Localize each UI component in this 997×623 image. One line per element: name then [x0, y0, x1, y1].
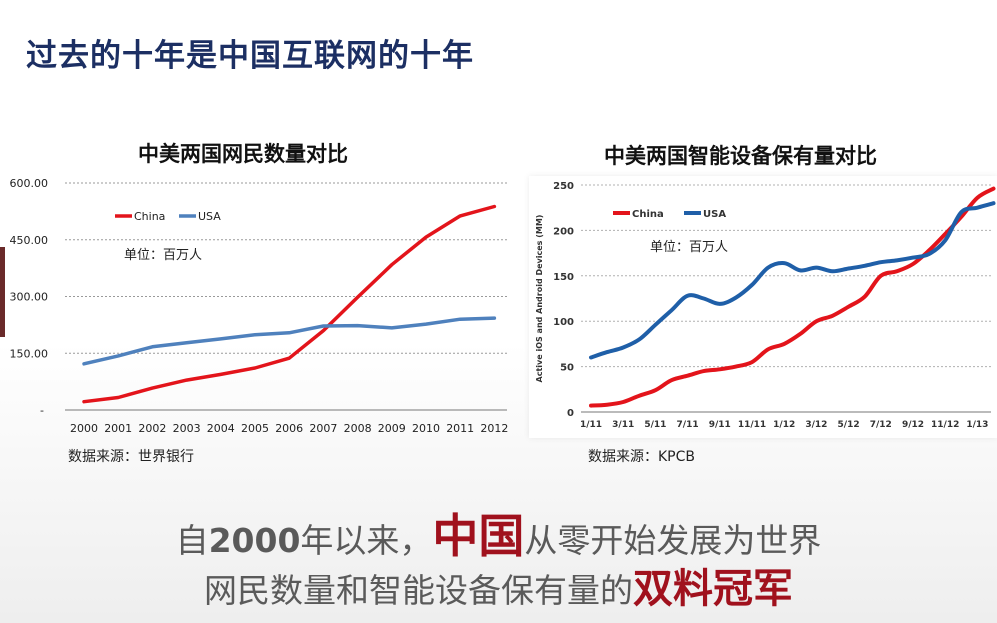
x-tick-label: 9/11	[709, 420, 731, 430]
x-tick-label: 2008	[344, 422, 372, 435]
x-tick-label: 2012	[480, 422, 508, 435]
conclusion-year: 2000	[208, 521, 301, 560]
x-tick-label: 5/12	[838, 420, 860, 430]
x-tick-label: 2010	[412, 422, 440, 435]
x-tick-label: 2007	[309, 422, 337, 435]
conclusion-highlight-double-champion: 双料冠军	[633, 566, 793, 612]
conclusion-mid: 年以来，	[300, 521, 433, 560]
series-line-usa	[82, 316, 497, 366]
x-tick-label: 2009	[378, 422, 406, 435]
x-tick-label: 9/12	[902, 420, 924, 430]
left-chart-source: 数据来源：世界银行	[68, 449, 194, 465]
y-tick-label: 250	[553, 181, 574, 192]
x-tick-label: 7/11	[677, 420, 699, 430]
left-chart: - 150.00 300.00 450.00 600.00 2000 2001 2002 200…	[10, 177, 509, 435]
x-tick-label: 2011	[446, 422, 474, 435]
x-tick-label: 2000	[70, 422, 98, 435]
side-decoration-bar	[0, 247, 5, 337]
x-tick-label: 5/11	[644, 420, 666, 430]
x-tick-label: 2002	[138, 422, 166, 435]
conclusion-highlight-china: 中国	[432, 509, 525, 563]
series-line-usa	[589, 201, 996, 360]
x-tick-label: 2004	[207, 422, 235, 435]
y-tick-label: 150	[553, 272, 574, 283]
y-tick-label: 600.00	[10, 177, 49, 190]
left-chart-title: 中美两国网民数量对比	[138, 142, 348, 166]
y-tick-label: 50	[560, 363, 574, 374]
right-chart-title: 中美两国智能设备保有量对比	[604, 144, 877, 168]
right-chart-panel	[529, 176, 997, 438]
legend-label-usa: USA	[703, 209, 726, 220]
x-tick-label: 2003	[173, 422, 201, 435]
series-line-china	[589, 186, 996, 408]
x-tick-label: 1/11	[580, 420, 602, 430]
y-tick-label: 0	[567, 408, 574, 419]
y-tick-label: 450.00	[10, 234, 49, 247]
y-tick-label: 200	[553, 226, 574, 237]
x-tick-label: 1/13	[966, 420, 988, 430]
y-axis-label: Active iOS and Android Devices (MM)	[535, 215, 544, 383]
x-tick-label: 2001	[104, 422, 132, 435]
y-tick-label: -	[40, 404, 44, 417]
x-tick-label: 1/12	[773, 420, 795, 430]
right-chart-source: 数据来源：KPCB	[588, 449, 696, 465]
right-chart: 0 50 100 150 200 250 1/11 3/11 5/11 7/11 9/11 11/11…	[535, 181, 996, 430]
x-tick-label: 2005	[241, 422, 269, 435]
unit-note: 单位：百万人	[650, 240, 728, 255]
legend-label-china: China	[134, 210, 165, 223]
unit-note: 单位：百万人	[124, 248, 202, 263]
conclusion-line-2: 网民数量和智能设备保有量的双料冠军	[0, 556, 997, 614]
legend-label-china: China	[632, 209, 664, 220]
x-tick-label: 7/12	[870, 420, 892, 430]
x-tick-label: 2006	[275, 422, 303, 435]
y-tick-label: 300.00	[10, 291, 49, 304]
conclusion-pre: 自	[175, 521, 209, 560]
slide-title: 过去的十年是中国互联网的十年	[26, 38, 474, 74]
conclusion-line-1: 自2000年以来，中国从零开始发展为世界	[0, 500, 997, 566]
x-tick-label: 11/11	[738, 420, 766, 430]
x-tick-label: 11/12	[931, 420, 959, 430]
y-tick-label: 150.00	[10, 347, 49, 360]
x-tick-label: 3/11	[612, 420, 634, 430]
legend-label-usa: USA	[198, 210, 221, 223]
y-tick-label: 100	[553, 317, 574, 328]
conclusion-line2-pre: 网民数量和智能设备保有量的	[204, 571, 633, 610]
x-tick-label: 3/12	[805, 420, 827, 430]
conclusion-post: 从零开始发展为世界	[524, 521, 822, 560]
series-line-china	[82, 204, 497, 404]
